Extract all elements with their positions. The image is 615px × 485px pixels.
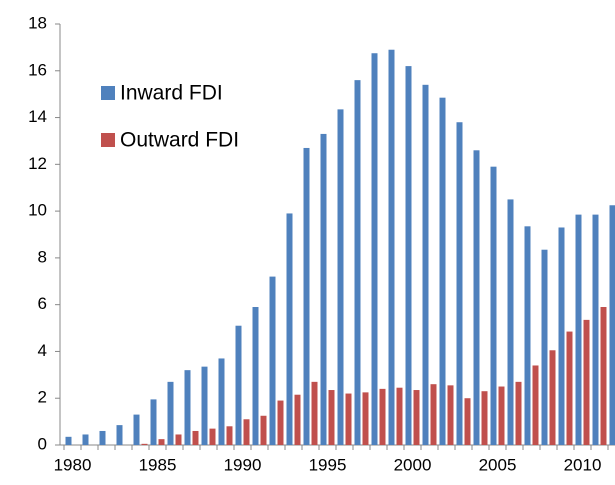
bar [167, 381, 174, 445]
legend: Inward FDI Outward FDI [101, 82, 239, 152]
bar [532, 365, 539, 445]
bar [303, 147, 310, 445]
bar [371, 53, 378, 445]
bar [133, 414, 140, 445]
bar [515, 381, 522, 445]
y-tick-label: 18 [28, 13, 47, 32]
bar [490, 166, 497, 445]
bar [277, 400, 284, 445]
y-tick-label: 0 [38, 434, 47, 453]
y-tick-label: 8 [38, 247, 47, 266]
bar [609, 205, 615, 445]
y-tick-label: 16 [28, 60, 47, 79]
y-tick-label: 14 [28, 107, 47, 126]
legend-label: Inward FDI [120, 82, 223, 105]
bar [286, 213, 293, 445]
bar [65, 436, 72, 445]
bar [345, 393, 352, 445]
bar [379, 388, 386, 445]
bar [116, 425, 123, 445]
bar [192, 430, 199, 445]
bar [549, 350, 556, 445]
bar [141, 443, 148, 445]
bar [447, 385, 454, 445]
bar [311, 381, 318, 445]
x-tick-label: 2000 [394, 455, 432, 474]
bar [456, 122, 463, 445]
bar [201, 366, 208, 445]
bar [158, 439, 165, 445]
bar [99, 430, 106, 445]
bar [243, 419, 250, 445]
bar [583, 319, 590, 445]
bar [294, 394, 301, 445]
bar [226, 426, 233, 445]
x-tick-label: 1995 [309, 455, 347, 474]
bar [541, 249, 548, 445]
bar [396, 387, 403, 445]
y-tick-label: 2 [38, 388, 47, 407]
bar [464, 398, 471, 445]
x-tick-label: 1980 [54, 455, 92, 474]
bar [600, 307, 607, 445]
bar [481, 391, 488, 445]
bar [524, 226, 531, 445]
bar [422, 84, 429, 446]
bar [337, 109, 344, 445]
bar [269, 276, 276, 445]
bar [388, 49, 395, 445]
y-tick-label: 6 [38, 294, 47, 313]
x-tick-label: 1985 [139, 455, 177, 474]
bar [209, 428, 216, 445]
bar [82, 434, 89, 445]
bar [575, 214, 582, 445]
x-tick-label: 1990 [224, 455, 262, 474]
bar [218, 358, 225, 445]
bar [592, 214, 599, 445]
bar [439, 97, 446, 446]
bar [473, 150, 480, 446]
x-tick-label: 2005 [479, 455, 517, 474]
y-tick-label: 4 [38, 341, 47, 360]
bar [558, 227, 565, 445]
bar [362, 392, 369, 445]
legend-swatch [101, 86, 115, 100]
bar [507, 199, 514, 445]
bar [354, 80, 361, 445]
bar [498, 386, 505, 445]
bar [430, 384, 437, 445]
bar [413, 390, 420, 445]
y-tick-label: 10 [28, 201, 47, 220]
x-tick-label: 2010 [564, 455, 602, 474]
bar [184, 370, 191, 445]
bar [566, 331, 573, 445]
bar [235, 325, 242, 445]
legend-swatch [101, 133, 115, 147]
bar [252, 307, 259, 445]
bar [175, 434, 182, 445]
bar [328, 390, 335, 445]
bar [150, 399, 157, 445]
bar [405, 66, 412, 445]
bar [320, 133, 327, 445]
y-tick-label: 12 [28, 154, 47, 173]
legend-label: Outward FDI [120, 129, 239, 152]
bar [260, 415, 267, 445]
